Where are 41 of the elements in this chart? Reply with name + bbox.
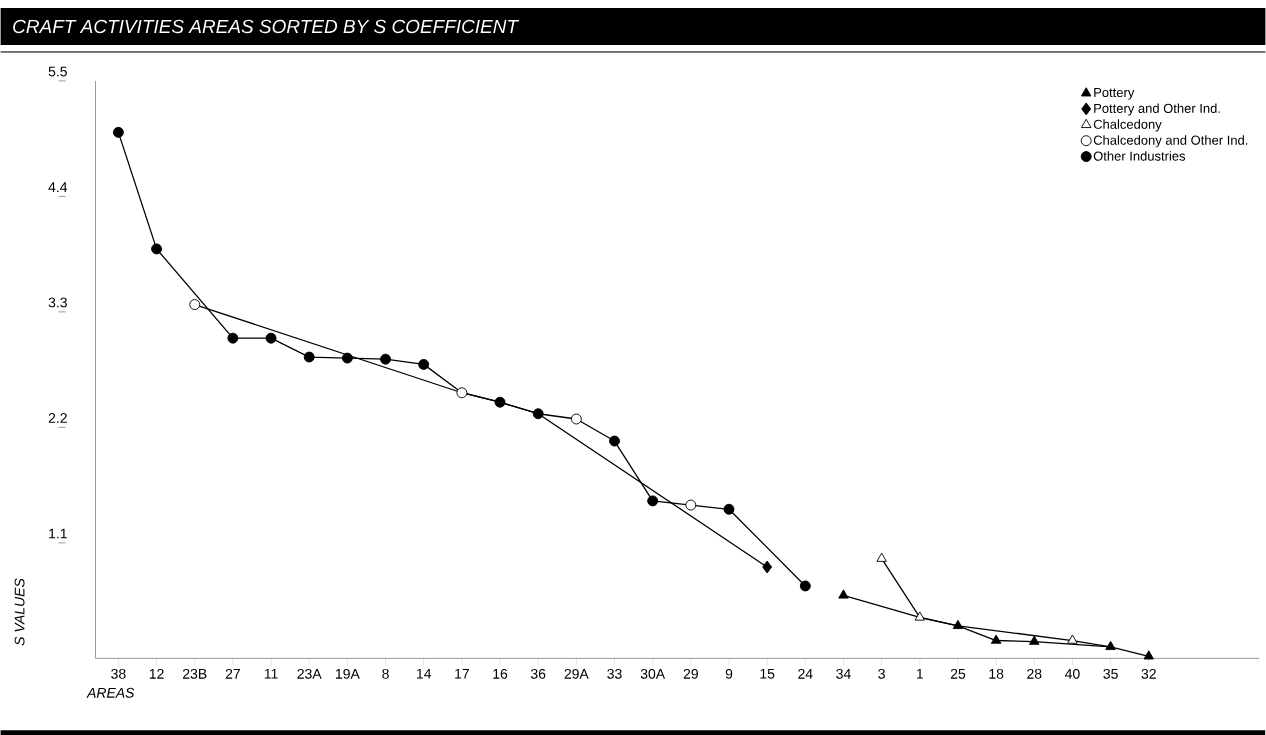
x-axis-title: AREAS: [86, 687, 135, 698]
y-tick-label: 5.5: [48, 66, 67, 77]
legend-label: Pottery and Other Ind.: [1094, 103, 1220, 116]
y-tick-label: 1.1: [49, 528, 67, 539]
x-tick-label: 33: [607, 668, 622, 679]
chart-title: CRAFT ACTIVITIES AREAS SORTED BY S COEFFICIENT: [13, 19, 520, 34]
x-tick-label: 34: [836, 668, 851, 679]
x-tick-label: 25: [950, 668, 966, 679]
y-tick-label: 4.4: [48, 182, 68, 192]
x-tick-label: 29A: [564, 668, 589, 679]
x-tick-label: 1: [916, 668, 924, 679]
x-tick-label: 16: [493, 668, 508, 679]
x-tick-label: 12: [149, 668, 164, 679]
legend-label: Chalcedony: [1093, 119, 1162, 132]
x-tick-label: 40: [1064, 668, 1080, 679]
x-tick-label: 23A: [297, 668, 322, 679]
legend-label: Chalcedony and Other Ind.: [1093, 135, 1248, 148]
x-tick-label: 14: [416, 668, 432, 679]
y-axis-title: S VALUES: [14, 578, 25, 646]
x-tick-label: 36: [530, 668, 546, 679]
x-tick-label: 17: [455, 668, 469, 679]
x-tick-label: 35: [1103, 668, 1118, 679]
x-tick-label: 38: [111, 668, 126, 679]
y-tick-label: 2.2: [48, 412, 67, 423]
x-tick-label: 27: [225, 668, 240, 679]
x-tick-label: 24: [798, 668, 813, 679]
legend-label: Pottery: [1094, 87, 1135, 100]
x-tick-label: 8: [382, 668, 389, 679]
x-tick-label: 30A: [640, 668, 666, 679]
x-tick-label: 23B: [182, 668, 207, 679]
x-tick-label: 19A: [336, 668, 360, 679]
legend-label: Other Industries: [1093, 151, 1186, 161]
x-tick-label: 11: [264, 668, 278, 679]
x-tick-label: 3: [878, 668, 885, 679]
x-tick-label: 15: [760, 668, 775, 679]
x-tick-label: 9: [725, 668, 733, 679]
y-tick-label: 3.3: [48, 297, 67, 308]
x-tick-label: 28: [1027, 668, 1042, 679]
x-tick-label: 29: [683, 668, 698, 679]
x-tick-label: 18: [989, 668, 1004, 679]
x-tick-label: 32: [1141, 668, 1156, 679]
